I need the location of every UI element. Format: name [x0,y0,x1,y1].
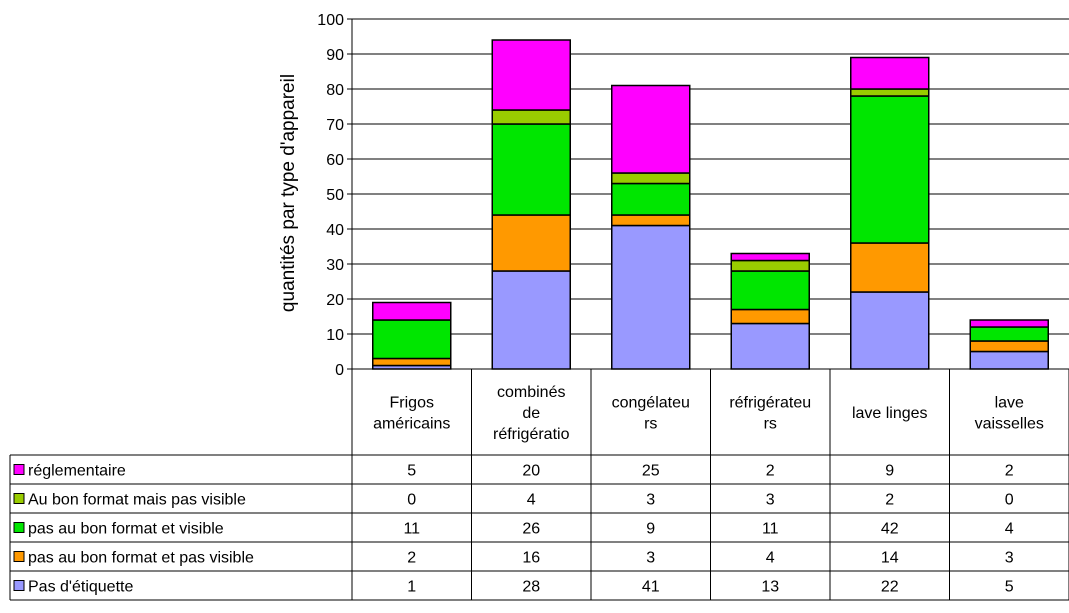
bar-segment [730,259,810,272]
table-value: 9 [885,463,894,480]
legend-label: pas au bon format et pas visible [28,550,254,567]
category-label: réfrigératio [493,426,570,443]
bar-segment [850,242,930,293]
legend-label: Pas d'étiquette [28,579,133,596]
category-label: de [522,405,540,422]
category-label: rs [644,416,657,433]
category-label: américains [373,416,450,433]
table-value: 5 [1005,579,1014,596]
legend-swatch [13,493,25,504]
table-value: 2 [407,550,416,567]
table-value: 25 [642,463,660,480]
table-value: 3 [766,492,775,509]
y-tick-label: 40 [326,222,344,239]
data-table: Frigos américains combinés de réfrigératio co… [9,369,1069,601]
y-tick-label: 10 [326,327,344,344]
table-value: 13 [761,579,779,596]
y-tick-label: 70 [326,117,344,134]
table-value: 42 [881,521,899,538]
table-value: 4 [1005,521,1014,538]
y-tick-label: 80 [326,82,344,99]
table-value: 3 [646,550,655,567]
table-value: 26 [522,521,540,538]
bar-segment [611,84,691,174]
category-label: réfrigérateu [729,395,811,412]
bar-segment [850,95,930,244]
bar-segment [969,340,1049,353]
table-value: 16 [522,550,540,567]
bar-segment [969,326,1049,342]
bar-segment [611,172,691,185]
table-value: 5 [407,463,416,480]
bar-segment [850,291,930,370]
bar-segment [491,109,571,125]
y-tick-label: 60 [326,152,344,169]
table-value: 9 [646,521,655,538]
table-value: 4 [527,492,536,509]
category-label: congélateu [612,395,690,412]
legend-label: réglementaire [28,463,126,480]
table-value: 3 [646,492,655,509]
bar-segment [730,252,810,262]
table-value: 2 [885,492,894,509]
category-label: rs [764,416,777,433]
y-tick-label: 20 [326,292,344,309]
gridlines [352,18,1069,370]
category-label: lave linges [852,405,928,422]
bar-segment [730,322,810,370]
bars [372,39,1049,370]
y-tick-label: 100 [317,12,344,29]
table-value: 28 [522,579,540,596]
y-tick-label: 90 [326,47,344,64]
table-value: 0 [1005,492,1014,509]
table-value: 2 [1005,463,1014,480]
y-tick-label: 50 [326,187,344,204]
legend-label: pas au bon format et visible [28,521,224,538]
table-value: 14 [881,550,899,567]
bar-segment [372,301,452,321]
table-value: 11 [403,521,420,538]
y-axis: 0 10 20 30 40 50 60 70 80 90 100 [317,12,353,379]
bar-segment [372,319,452,360]
legend-swatch [13,551,25,562]
table-value: 0 [407,492,416,509]
category-label: lave [995,395,1024,412]
category-label: combinés [497,384,565,401]
bar-segment [730,270,810,311]
table-value: 1 [407,579,416,596]
table-value: 20 [522,463,540,480]
bar-segment [491,123,571,216]
table-value: 22 [881,579,899,596]
table-value: 2 [766,463,775,480]
bar-segment [969,350,1049,370]
table-value: 3 [1005,550,1014,567]
table-value: 11 [762,521,779,538]
bar-segment [491,39,571,111]
bar-segment [611,214,691,227]
legend-swatch [13,464,25,475]
bar-segment [611,224,691,370]
bar-segment [491,270,571,370]
legend-label: Au bon format mais pas visible [28,492,246,509]
legend-swatch [13,522,25,533]
bar-segment [850,88,930,97]
bar-segment [491,214,571,272]
y-tick-label: 0 [335,362,344,379]
bar-segment [730,308,810,325]
category-label: vaisselles [975,416,1044,433]
bar-segment [969,319,1049,328]
bar-segment [372,357,452,367]
y-axis-label: quantités par type d'appareil [278,74,299,312]
legend-swatch [13,580,25,591]
category-label: Frigos [390,395,434,412]
table-value: 4 [766,550,775,567]
table-value: 41 [642,579,660,596]
bar-segment [611,182,691,216]
bar-segment [850,56,930,90]
y-tick-label: 30 [326,257,344,274]
